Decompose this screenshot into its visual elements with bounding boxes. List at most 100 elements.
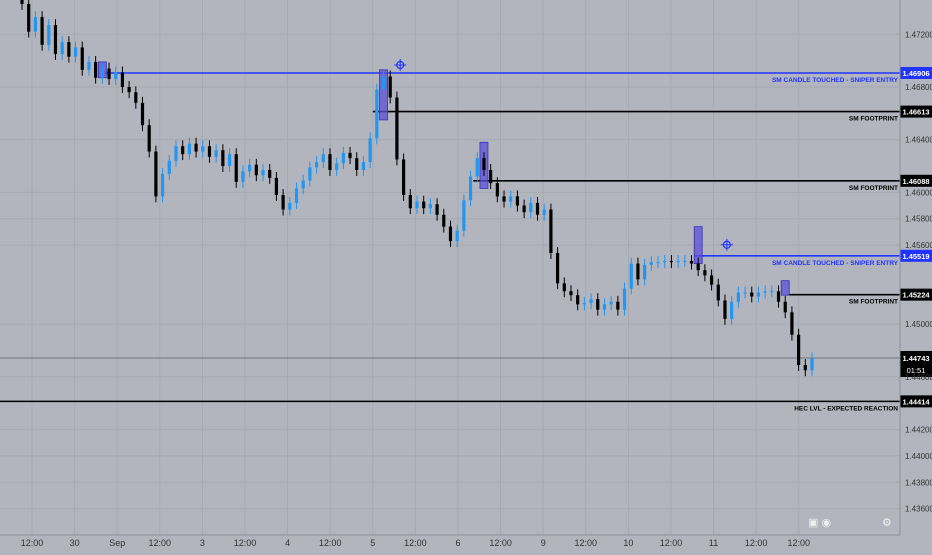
y-tick-label: 1.43600 [905, 505, 932, 514]
current-price-label: 1.44743 [902, 354, 929, 363]
candle-down [435, 204, 439, 215]
candle-up [294, 188, 299, 203]
level-label: HEC LVL - EXPECTED REACTION [794, 405, 898, 412]
x-tick-label: 12:00 [21, 538, 44, 548]
candle-up [770, 291, 774, 293]
x-tick-label: 12:00 [319, 538, 342, 548]
x-tick-label: 12:00 [149, 538, 172, 548]
candle-up [415, 201, 419, 209]
x-tick-label: Sep [109, 538, 125, 548]
target-marker-cross [720, 238, 733, 251]
x-tick-label: 12:00 [234, 538, 257, 548]
y-tick-label: 1.46800 [905, 83, 932, 92]
level-label: SM FOOTPRINT [849, 116, 898, 123]
x-tick-label: 5 [370, 538, 375, 548]
candle-up [174, 146, 178, 161]
candle-up [756, 292, 761, 297]
markers [394, 59, 733, 251]
price-axis[interactable]: 1.47200 1.46800 1.46400 1.46000 1.45800 1.456… [905, 30, 932, 513]
time-axis[interactable]: 12:00 30 Sep 12:00 3 12:00 4 12:00 5 12:00 6 12:00 9… [21, 538, 810, 548]
candle-down [616, 301, 620, 310]
candle-down [703, 270, 707, 276]
candle-down [254, 164, 258, 176]
y-tick-label: 1.45000 [905, 320, 932, 329]
candle-up [261, 169, 265, 176]
candle-down [696, 263, 700, 271]
candle-up [428, 204, 432, 209]
candle-up [314, 162, 319, 168]
target-marker-cross [394, 59, 407, 72]
candle-up [582, 303, 586, 305]
candle-up [475, 158, 479, 177]
candle-down [40, 17, 44, 45]
candle-down [569, 291, 573, 296]
candle-down [797, 334, 801, 366]
level-price-tag [900, 395, 932, 408]
candle-up [589, 299, 593, 304]
candle-up [643, 264, 647, 280]
price-levels: SM CANDLE TOUCHED - SNIPER ENTRY1.46906S… [0, 67, 932, 412]
level-price-tag [900, 105, 932, 118]
level-price-tag [900, 288, 932, 301]
candle-down [689, 260, 694, 264]
candle-down [53, 25, 58, 55]
candle-up [33, 17, 37, 32]
candle-down [555, 253, 560, 284]
countdown-label: 01:51 [907, 366, 926, 375]
level-price-label: 1.46088 [902, 177, 929, 186]
sm-candle-box [780, 280, 790, 296]
candle-up [214, 150, 218, 157]
candle-down [27, 3, 31, 32]
candle-up [187, 143, 191, 155]
candle-down [783, 301, 787, 313]
candle-down [576, 295, 580, 305]
level-price-tag [900, 67, 932, 80]
candle-down [442, 214, 446, 227]
candle-down [669, 260, 674, 263]
candle-down [181, 146, 185, 155]
candle-down [234, 154, 238, 182]
candle-up [743, 292, 747, 294]
candle-down [535, 202, 540, 215]
candle-up [361, 162, 366, 170]
candle-down [328, 154, 332, 170]
candle-down [348, 152, 352, 159]
candle-up [810, 358, 814, 371]
candle-down [408, 195, 412, 209]
candle-down [596, 299, 600, 310]
candle-down [716, 284, 720, 301]
candle-down [147, 125, 151, 152]
level-price-label: 1.46613 [902, 108, 929, 117]
candle-down [194, 143, 198, 152]
candle-down [422, 201, 426, 209]
candle-down [134, 92, 138, 103]
candle-down [709, 275, 714, 285]
candle-down [67, 42, 71, 57]
candle-up [602, 304, 607, 310]
level-label: SM CANDLE TOUCHED - SNIPER ENTRY [772, 77, 899, 84]
candle-down [281, 195, 285, 210]
candle-up [288, 202, 292, 210]
candle-up [381, 76, 386, 90]
candle-down [522, 205, 526, 213]
candle-up [629, 263, 633, 289]
level-price-label: 1.45224 [902, 291, 930, 300]
y-tick-label: 1.46000 [905, 188, 932, 197]
candle-up [763, 291, 767, 293]
candle-down [515, 196, 520, 206]
candle-down [80, 47, 84, 70]
candle-up [462, 200, 466, 231]
candle-up [201, 146, 205, 152]
candle-down [803, 365, 807, 371]
settings-icon[interactable]: ⚙ [882, 517, 892, 529]
candle-up [542, 209, 546, 215]
candle-up [736, 292, 740, 302]
candle-down [274, 177, 279, 196]
candle-up [248, 164, 252, 172]
candle-down [140, 102, 145, 126]
candle-up [335, 163, 339, 170]
replay-icon[interactable]: ▣ ◉ [808, 517, 832, 529]
